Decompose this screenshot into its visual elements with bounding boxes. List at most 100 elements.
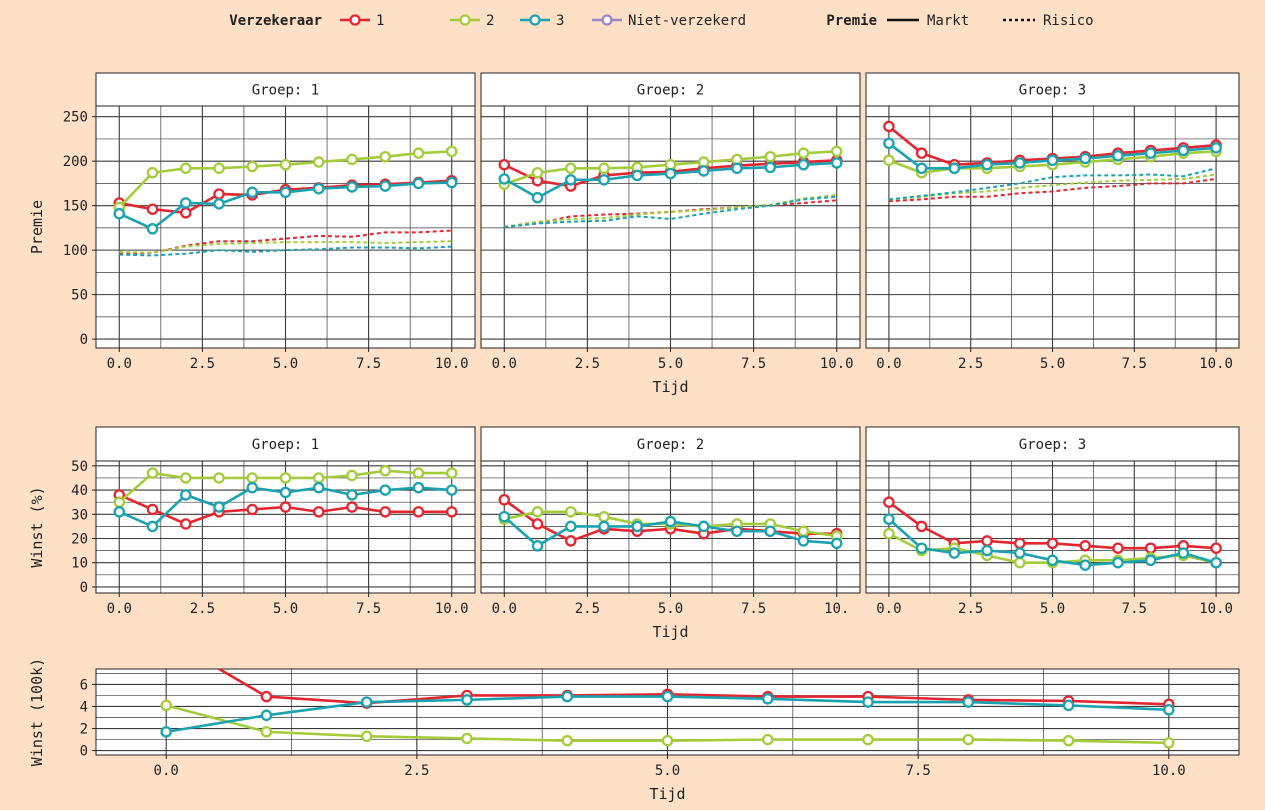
panel-3: Groep: 3 0.0 2.5 5.0 7.5 10.0 <box>865 72 1240 372</box>
point-3 <box>531 540 544 552</box>
point-1 <box>1112 542 1124 554</box>
point-2 <box>146 467 159 479</box>
x-tick-label: 2.5 <box>190 601 215 617</box>
point-3 <box>797 158 810 171</box>
x-tick-label: 0.0 <box>492 601 517 617</box>
series-group <box>883 120 1222 203</box>
point-3 <box>1112 556 1124 569</box>
facet-label: Groep: 2 <box>637 83 704 99</box>
y-tick-label: 40 <box>71 483 88 499</box>
point-3 <box>279 186 292 199</box>
x-tick-label: 7.5 <box>741 601 766 617</box>
point-3 <box>1062 699 1075 712</box>
x-tick-label: 7.5 <box>1122 356 1147 372</box>
point-3 <box>631 169 644 182</box>
series-line-1-risico <box>888 177 1217 203</box>
point-3 <box>731 525 743 537</box>
point-2 <box>246 160 259 173</box>
y-tick-label: 0 <box>80 332 88 348</box>
point-3 <box>697 165 710 177</box>
point-3 <box>1210 142 1222 154</box>
point-2 <box>830 145 843 158</box>
facet-strip <box>480 72 861 107</box>
x-tick-label: 2.5 <box>575 601 600 617</box>
point-3 <box>731 162 743 175</box>
point-1 <box>1014 537 1026 550</box>
x-tick-label: 2.5 <box>404 763 429 779</box>
point-2 <box>445 145 458 158</box>
x-tick-label: 0.0 <box>107 601 132 617</box>
legend-marker-1 <box>349 14 361 26</box>
point-1 <box>346 501 358 513</box>
point-1 <box>1210 542 1222 554</box>
point-3 <box>915 542 928 554</box>
point-3 <box>1177 144 1190 157</box>
x-tick-label: 7.5 <box>741 356 766 372</box>
facet-label: Groep: 3 <box>1019 437 1086 453</box>
point-2 <box>146 166 159 179</box>
point-2 <box>962 733 975 746</box>
point-2 <box>1062 734 1075 747</box>
point-2 <box>862 733 874 746</box>
point-3 <box>664 515 677 528</box>
x-tick-label: 5.0 <box>273 601 298 617</box>
series-group <box>113 464 458 533</box>
point-1 <box>883 496 895 508</box>
x-tick-label: 0.0 <box>876 601 901 617</box>
point-2 <box>346 469 358 482</box>
panel-5: Groep: 2 0.0 2.5 5.0 7.5 10. <box>480 426 861 617</box>
point-3 <box>1079 152 1091 165</box>
facet-strip <box>480 426 861 462</box>
point-2 <box>598 510 610 523</box>
point-2 <box>797 147 810 159</box>
point-2 <box>279 472 292 484</box>
y-tick-label: 250 <box>63 110 88 126</box>
series-group <box>113 145 458 257</box>
point-3 <box>883 513 895 525</box>
point-2 <box>379 464 391 477</box>
legend-marker-2 <box>459 14 471 26</box>
facet-strip <box>865 72 1240 107</box>
point-2 <box>762 733 774 746</box>
x-axis-title: Tijd <box>652 623 688 641</box>
legend: Verzekeraar 1 2 3 Niet-verzekerd Premie Markt R… <box>229 13 1093 29</box>
point-3 <box>565 174 577 186</box>
series-line-2-risico <box>888 173 1217 201</box>
legend-label-insurer: 3 <box>556 13 564 29</box>
x-tick-label: 2.5 <box>958 601 983 617</box>
point-1 <box>379 506 391 518</box>
point-3 <box>797 535 810 547</box>
point-3 <box>360 696 373 708</box>
point-3 <box>1112 150 1124 162</box>
point-3 <box>830 157 843 169</box>
point-3 <box>246 186 259 199</box>
point-3 <box>445 176 458 189</box>
point-2 <box>312 472 325 484</box>
point-3 <box>764 161 776 174</box>
point-3 <box>445 484 458 496</box>
point-3 <box>631 520 644 533</box>
point-3 <box>312 182 325 195</box>
x-tick-label: 0.0 <box>154 763 179 779</box>
point-1 <box>1079 540 1091 552</box>
x-tick-label: 10.0 <box>820 356 854 372</box>
point-3 <box>213 501 225 513</box>
series-group <box>498 145 843 228</box>
x-tick-label: 10. <box>824 601 849 617</box>
facet-strip <box>95 72 476 107</box>
y-tick-label: 30 <box>71 507 88 523</box>
point-2 <box>797 525 810 537</box>
x-tick-label: 5.0 <box>1040 601 1065 617</box>
y-tick-label: 6 <box>80 677 88 693</box>
x-tick-label: 10.0 <box>1152 763 1186 779</box>
point-2 <box>661 734 674 747</box>
point-2 <box>412 467 425 479</box>
legend-title-insurer: Verzekeraar <box>229 13 322 29</box>
y-tick-label: 150 <box>63 199 88 215</box>
point-3 <box>883 137 895 150</box>
facet-strip <box>865 426 1240 462</box>
x-tick-label: 5.0 <box>1040 356 1065 372</box>
point-3 <box>1046 154 1059 167</box>
point-3 <box>498 173 511 185</box>
